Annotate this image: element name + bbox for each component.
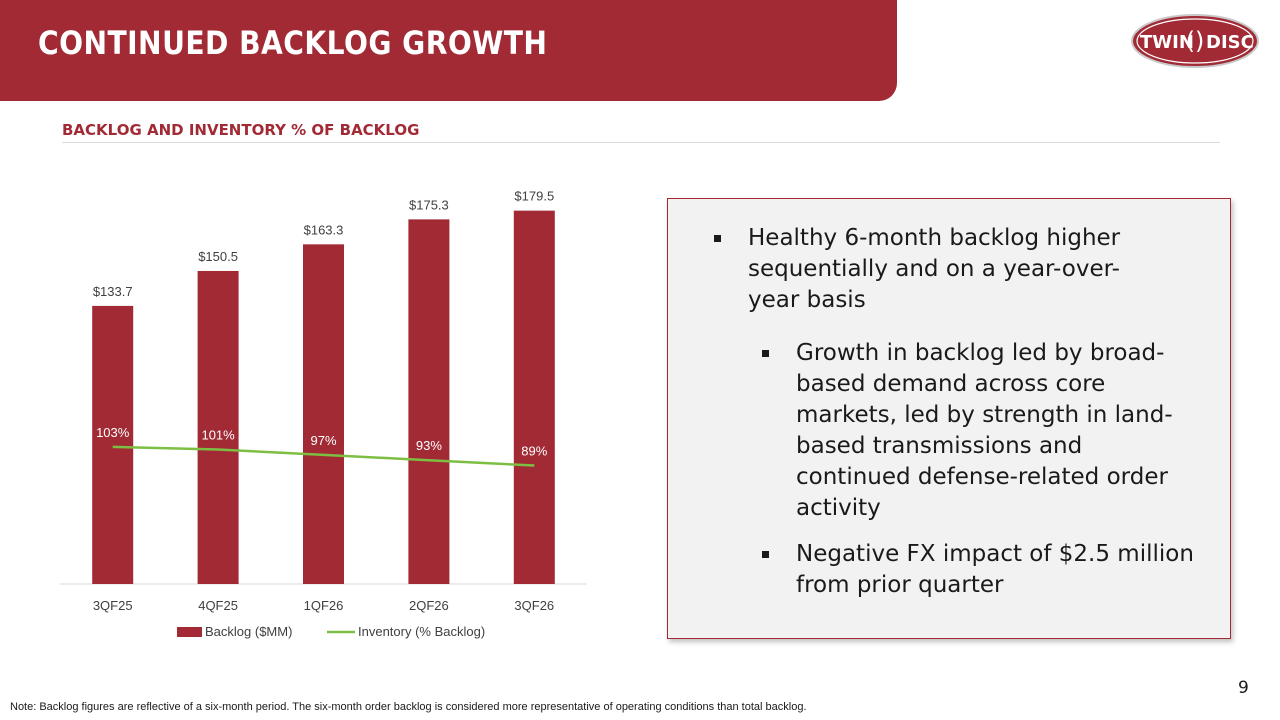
page-number: 9	[1238, 678, 1249, 698]
bar-data-label: $133.7	[93, 284, 133, 299]
line-data-label: 101%	[201, 428, 235, 443]
legend-swatch-backlog	[177, 627, 202, 637]
title-bar: CONTINUED BACKLOG GROWTH	[0, 0, 897, 101]
line-data-label: 89%	[521, 444, 547, 459]
bar-1QF26	[303, 244, 344, 584]
line-data-label: 97%	[310, 433, 336, 448]
bullet-text: Growth in backlog led by broad-based dem…	[796, 340, 1173, 521]
bullet-square-icon	[714, 235, 721, 242]
bar-data-label: $163.3	[304, 222, 344, 237]
twin-disc-logo: TWIN () DISC	[1131, 14, 1259, 68]
line-data-label: 103%	[96, 425, 130, 440]
logo-parens: ()	[1186, 27, 1205, 55]
bar-2QF26	[408, 219, 450, 584]
bar-data-label: $175.3	[409, 197, 449, 212]
bullet-text: Healthy 6-month backlog higher sequentia…	[748, 225, 1121, 313]
bar-4QF25	[197, 270, 239, 584]
sub-bullet-item: Growth in backlog led by broad-based dem…	[762, 338, 1176, 524]
logo-text-twin: TWIN	[1140, 32, 1194, 53]
legend-label-backlog: Backlog ($MM)	[205, 624, 292, 639]
x-tick-label: 3QF25	[93, 598, 133, 613]
x-tick-label: 4QF25	[198, 598, 238, 613]
bullet-text: Negative FX impact of $2.5 million from …	[796, 541, 1194, 598]
subtitle-divider	[62, 142, 1220, 143]
inventory-line	[112, 445, 535, 467]
footnote: Note: Backlog figures are reflective of …	[10, 701, 807, 713]
x-tick-label: 1QF26	[304, 598, 344, 613]
chart-subtitle: BACKLOG AND INVENTORY % OF BACKLOG	[62, 121, 420, 139]
sub-bullet-item: Negative FX impact of $2.5 million from …	[762, 539, 1196, 601]
bar-data-label: $179.5	[514, 189, 554, 204]
bullet-box: Healthy 6-month backlog higher sequentia…	[667, 198, 1231, 639]
bullet-item: Healthy 6-month backlog higher sequentia…	[714, 223, 1168, 316]
bar-data-label: $150.5	[198, 249, 238, 264]
legend-label-inventory: Inventory (% Backlog)	[358, 624, 485, 639]
bullet-square-icon	[762, 551, 769, 558]
x-tick-label: 3QF26	[514, 598, 554, 613]
logo-text-disc: DISC	[1206, 32, 1254, 53]
backlog-chart: $133.7 $150.5 $163.3 $175.3 $179.5 103% 101% 97…	[60, 189, 587, 639]
bullet-square-icon	[762, 350, 769, 357]
page-title: CONTINUED BACKLOG GROWTH	[38, 24, 548, 62]
bar-3QF26	[513, 210, 555, 584]
bar-3QF25	[92, 305, 134, 584]
line-data-label: 93%	[416, 438, 442, 453]
x-tick-label: 2QF26	[409, 598, 449, 613]
